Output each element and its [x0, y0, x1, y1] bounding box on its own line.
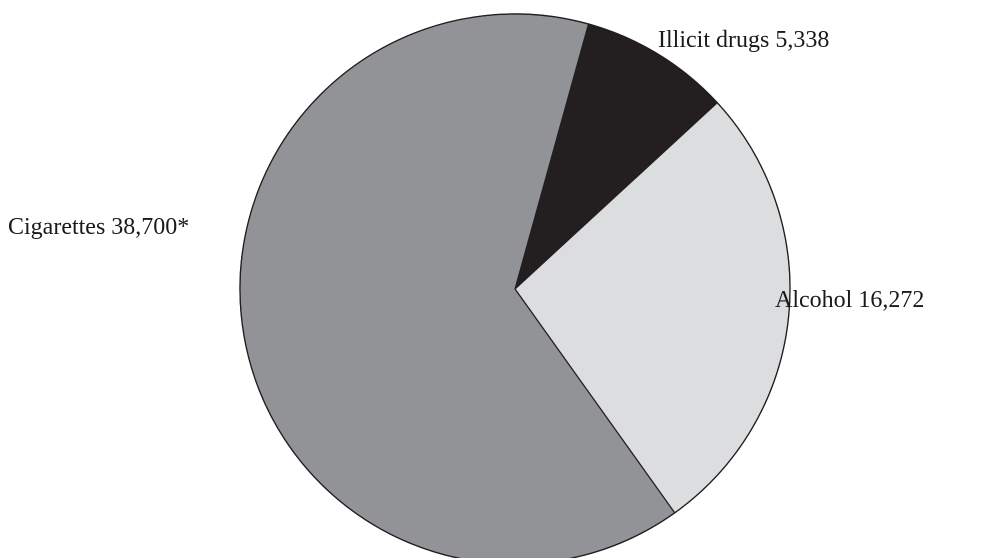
slice-label-alcohol: Alcohol 16,272: [775, 287, 924, 313]
slice-label-cigarettes: Cigarettes 38,700*: [8, 214, 189, 240]
slice-label-illicit-drugs: Illicit drugs 5,338: [658, 27, 829, 53]
pie-slices: [239, 13, 791, 558]
pie-outline: [239, 13, 791, 558]
